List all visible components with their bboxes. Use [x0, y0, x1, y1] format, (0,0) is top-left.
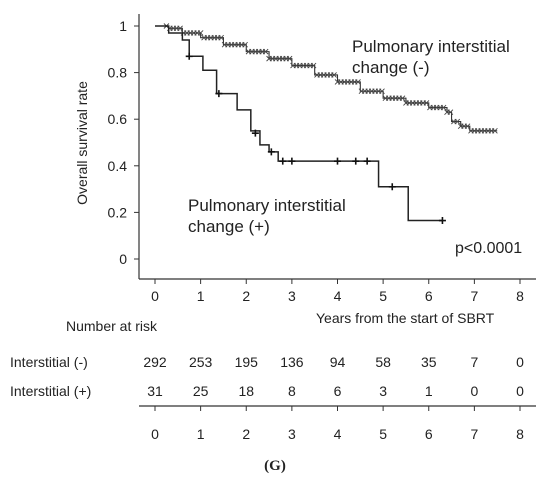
risk-value: 8 — [287, 383, 296, 399]
censor-mark-negative-81 — [440, 104, 447, 111]
risk-value: 31 — [147, 383, 163, 399]
risk-row-0: Interstitial (-) 292 253 195 136 94 58 35 7 0 — [0, 354, 550, 374]
y-tick-label-0: 0 — [119, 251, 127, 267]
x-axis-title: Years from the start of SBRT — [316, 310, 495, 326]
censor-mark-positive-5 — [288, 157, 296, 165]
y-axis-title: Overall survival rate — [74, 81, 90, 205]
censor-mark-negative-10 — [197, 30, 204, 36]
risk-value: 292 — [143, 354, 167, 370]
risk-row-1: Interstitial (+) 31 25 18 8 6 3 1 0 0 — [0, 383, 550, 403]
y-tick-label-4: 0.8 — [108, 65, 128, 81]
risk-value: 0 — [516, 383, 524, 399]
censor-mark-positive-3 — [267, 148, 275, 156]
risk-value: 0 — [470, 383, 479, 399]
risk-value: 0 — [516, 354, 524, 370]
x-tick-label-5: 5 — [379, 288, 387, 304]
risk-value: 3 — [379, 383, 388, 399]
censor-mark-positive-7 — [352, 157, 360, 165]
x-tick-label-8: 8 — [516, 288, 524, 304]
series-positive-line — [155, 25, 443, 222]
censor-mark-negative-85 — [454, 118, 461, 125]
risk-value: 35 — [420, 354, 437, 370]
censor-mark-negative-88 — [464, 123, 471, 130]
censor-mark-negative-29 — [262, 48, 269, 55]
risk-value: 7 — [470, 354, 479, 370]
series-label-positive-line2: change (+) — [188, 217, 270, 236]
series-label-positive-line1: Pulmonary interstitial — [188, 196, 346, 215]
risk-axis-label-4: 4 — [334, 426, 342, 442]
censor-mark-negative-16 — [218, 34, 224, 41]
censor-mark-positive-10 — [438, 217, 446, 225]
censor-mark-negative-63 — [379, 88, 385, 95]
risk-axis-label-7: 7 — [470, 426, 478, 442]
risk-value: 58 — [375, 354, 391, 370]
censor-mark-negative-23 — [242, 41, 248, 48]
censor-mark-positive-1 — [215, 90, 223, 98]
x-tick-label-1: 1 — [197, 288, 205, 304]
y-tick-label-3: 0.6 — [108, 111, 128, 127]
risk-axis-label-0: 0 — [151, 426, 159, 442]
series-label-negative-line2: change (-) — [352, 58, 430, 77]
y-tick-label-2: 0.4 — [108, 158, 128, 174]
censor-mark-positive-8 — [363, 157, 371, 165]
risk-row-label: Interstitial (-) — [10, 354, 88, 370]
x-tick-label-0: 0 — [151, 288, 159, 304]
risk-value: 94 — [329, 354, 346, 370]
censor-mark-negative-49 — [331, 72, 337, 78]
censor-mark-negative-83 — [447, 109, 454, 116]
censor-mark-negative-69 — [399, 95, 406, 102]
censor-mark-positive-2 — [251, 129, 259, 137]
x-tick-label-3: 3 — [288, 288, 296, 304]
censor-mark-negative-36 — [286, 55, 293, 62]
p-value-annotation: p<0.0001 — [455, 240, 523, 257]
risk-value: 18 — [238, 383, 255, 399]
x-tick-label-4: 4 — [334, 288, 342, 304]
risk-table-title: Number at risk — [66, 318, 158, 334]
risk-axis-label-2: 2 — [242, 426, 250, 442]
risk-value: 195 — [234, 354, 258, 370]
y-tick-label-5: 1 — [119, 18, 127, 34]
censor-mark-positive-9 — [388, 183, 396, 191]
risk-axis-label-8: 8 — [516, 426, 524, 442]
x-tick-label-2: 2 — [242, 288, 250, 304]
censor-mark-negative-4 — [177, 25, 183, 32]
risk-value: 253 — [188, 354, 213, 370]
risk-axis-label-1: 1 — [197, 426, 205, 442]
risk-axis-label-3: 3 — [288, 426, 296, 442]
risk-row-label: Interstitial (+) — [10, 383, 92, 399]
x-tick-label-7: 7 — [470, 288, 478, 304]
x-tick-label-6: 6 — [425, 288, 433, 304]
risk-value: 25 — [192, 383, 209, 399]
risk-axis-label-6: 6 — [425, 426, 433, 442]
panel-label: (G) — [264, 458, 286, 474]
series-label-negative-line1: Pulmonary interstitial — [352, 37, 510, 56]
series-label-positive: Pulmonary interstitial change (+) — [188, 195, 346, 237]
censor-mark-negative-96 — [492, 128, 498, 134]
censor-mark-positive-4 — [279, 157, 287, 165]
censor-mark-negative-76 — [423, 100, 430, 106]
y-tick-label-1: 0.2 — [108, 204, 128, 220]
risk-value: 6 — [333, 383, 342, 399]
censor-mark-positive-0 — [185, 52, 193, 60]
censor-mark-negative-43 — [310, 62, 317, 69]
censor-mark-negative-56 — [355, 79, 361, 85]
risk-value: 1 — [424, 383, 433, 399]
series-label-negative: Pulmonary interstitial change (-) — [352, 36, 510, 78]
risk-axis-label-5: 5 — [379, 426, 387, 442]
risk-value: 136 — [280, 354, 304, 370]
censor-mark-positive-6 — [334, 157, 341, 165]
